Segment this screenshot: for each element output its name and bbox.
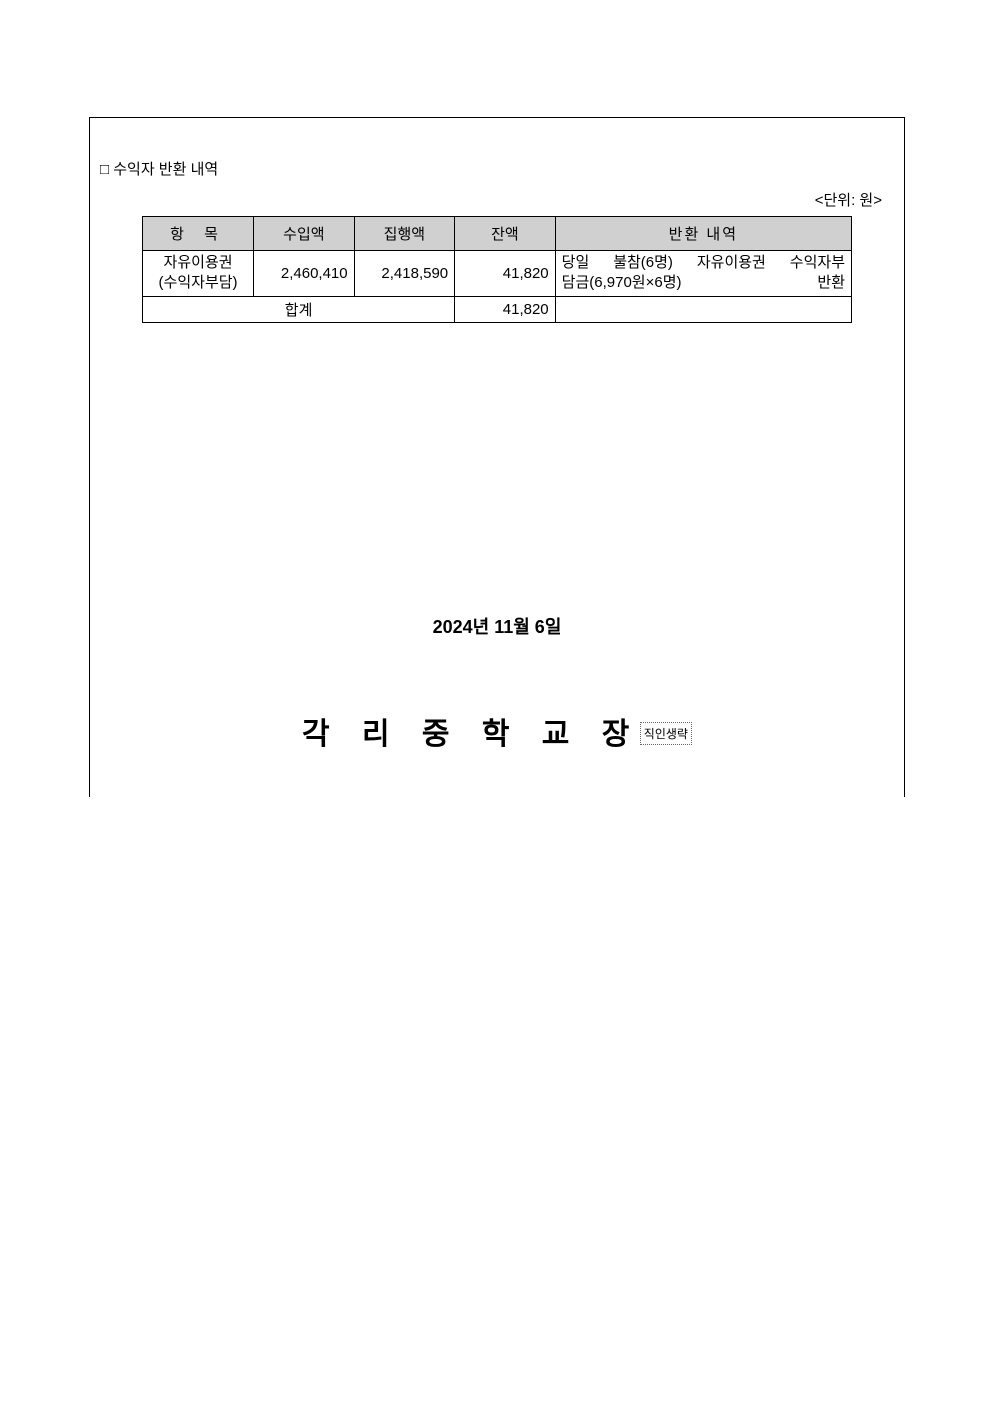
cell-item: 자유이용권 (수익자부담) <box>143 251 254 297</box>
cell-total-detail <box>555 296 851 322</box>
table-total-row: 합계 41,820 <box>143 296 852 322</box>
seal-omitted-box: 직인생략 <box>640 722 692 745</box>
document-date: 2024년 11월 6일 <box>100 613 894 639</box>
cell-detail: 당일 불참(6명) 자유이용권 수익자부 담금(6,970원×6명) 반환 <box>555 251 851 297</box>
item-line2: (수익자부담) <box>149 273 247 293</box>
section-title: □ 수익자 반환 내역 <box>100 158 894 179</box>
header-income: 수입액 <box>254 217 355 251</box>
item-line1: 자유이용권 <box>149 253 247 273</box>
refund-table: 항 목 수입액 집행액 잔액 반환 내역 자유이용권 (수익자부담) 2,460… <box>142 216 852 323</box>
header-exec: 집행액 <box>354 217 455 251</box>
cell-exec: 2,418,590 <box>354 251 455 297</box>
table-header-row: 항 목 수입액 집행액 잔액 반환 내역 <box>143 217 852 251</box>
header-item: 항 목 <box>143 217 254 251</box>
cell-total-label: 합계 <box>143 296 455 322</box>
signature-block: 각 리 중 학 교 장 직인생략 <box>100 709 894 753</box>
cell-total-balance: 41,820 <box>455 296 556 322</box>
cell-income: 2,460,410 <box>254 251 355 297</box>
detail-line1: 당일 불참(6명) 자유이용권 수익자부 <box>562 253 845 273</box>
unit-label: <단위: 원> <box>100 189 894 210</box>
detail-line2: 담금(6,970원×6명) 반환 <box>562 273 845 293</box>
school-principal-name: 각 리 중 학 교 장 <box>302 718 641 751</box>
cell-balance: 41,820 <box>455 251 556 297</box>
table-data-row: 자유이용권 (수익자부담) 2,460,410 2,418,590 41,820… <box>143 251 852 297</box>
header-detail: 반환 내역 <box>555 217 851 251</box>
header-balance: 잔액 <box>455 217 556 251</box>
document-frame: □ 수익자 반환 내역 <단위: 원> 항 목 수입액 집행액 잔액 반환 내역… <box>89 117 905 797</box>
